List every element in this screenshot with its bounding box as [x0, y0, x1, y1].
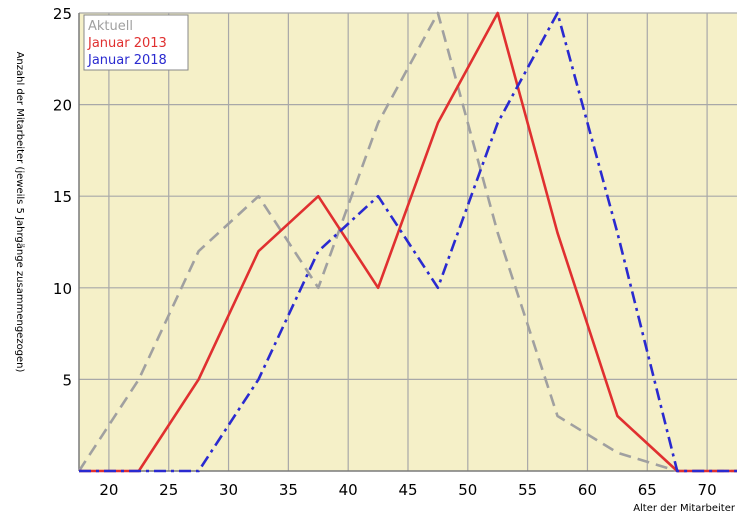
y-tick-label: 25 [53, 5, 72, 23]
legend-entry-aktuell: Aktuell [88, 19, 133, 34]
legend-entry-januar-2018: Januar 2018 [87, 53, 167, 68]
y-tick-label: 20 [53, 97, 72, 115]
series-line-aktuell [77, 11, 737, 473]
x-tick-labels: 20 25 30 35 40 45 50 55 60 65 70 [99, 481, 716, 499]
x-tick-label: 25 [159, 481, 178, 499]
y-tick-label: 10 [53, 280, 72, 298]
x-tick-label: 45 [398, 481, 417, 499]
x-tick-label: 40 [339, 481, 358, 499]
legend-box [83, 14, 189, 71]
x-tick-label: 20 [99, 481, 118, 499]
y-tick-label: 15 [53, 188, 72, 206]
x-tick-label: 35 [279, 481, 298, 499]
x-tick-label: 65 [638, 481, 657, 499]
y-tick-labels: 5 10 15 20 25 [53, 5, 72, 389]
x-tick-label: 60 [578, 481, 597, 499]
series-group [77, 11, 737, 473]
series-line-januar-2013 [79, 11, 737, 473]
legend-entry-januar-2013: Januar 2013 [87, 36, 167, 51]
x-tick-label: 55 [518, 481, 537, 499]
x-tick-label: 30 [219, 481, 238, 499]
x-tick-label: 50 [458, 481, 477, 499]
x-axis-label: Alter der Mitarbeiter [633, 503, 736, 514]
y-tick-label: 5 [62, 371, 72, 389]
series-line-januar-2018 [79, 11, 737, 473]
legend: Aktuell Januar 2013 Januar 2018 [83, 14, 189, 71]
y-axis-label: Anzahl der Mitarbeiter (jeweils 5 Jahrgä… [14, 52, 25, 373]
x-tick-label: 70 [698, 481, 717, 499]
